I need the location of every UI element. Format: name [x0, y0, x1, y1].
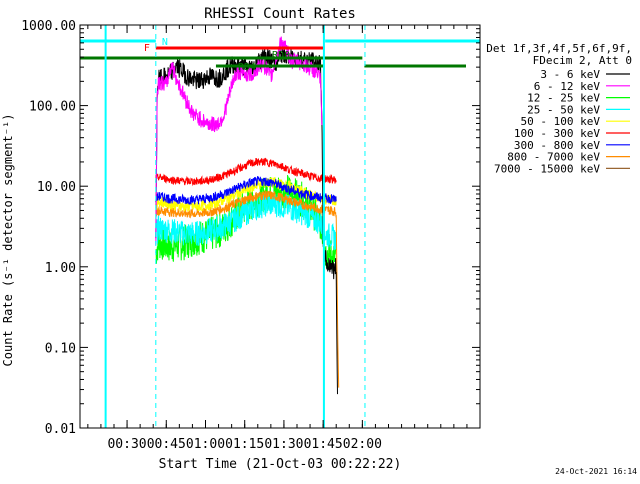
- legend-label-0: 3 - 6 keV: [540, 68, 600, 81]
- legend-label-1: 6 - 12 keV: [534, 80, 601, 93]
- series-line-3: [155, 191, 337, 251]
- y-tick-label-0: 1000.00: [21, 19, 76, 34]
- y-tick-label-5: 0.01: [45, 422, 76, 437]
- x-tick-label-1: 00:45: [147, 437, 186, 452]
- series-line-1: [155, 36, 323, 246]
- legend-label-2: 12 - 25 keV: [527, 92, 600, 105]
- x-tick-label-4: 01:30: [264, 437, 303, 452]
- series-line-6: [155, 176, 337, 205]
- x-tick-label-0: 00:30: [107, 437, 146, 452]
- legend: Det 1f,3f,4f,5f,6f,9f,FDecim 2, Att 03 -…: [486, 42, 632, 175]
- legend-label-5: 100 - 300 keV: [514, 127, 600, 140]
- rd4-bar-label: RD4: [238, 62, 256, 73]
- legend-label-6: 300 - 800 keV: [514, 139, 600, 152]
- x-tick-label-3: 01:15: [225, 437, 264, 452]
- footer-timestamp: 24-Oct-2021 16:14: [555, 467, 637, 476]
- series-line-5: [155, 157, 337, 187]
- rd0-bar-label: RD0: [272, 50, 290, 61]
- x-tick-label-6: 02:00: [343, 437, 382, 452]
- x-tick-label-5: 01:45: [304, 437, 343, 452]
- f-bar-label: F: [144, 43, 150, 54]
- series-line-7: [155, 190, 340, 388]
- x-tick-label-2: 01:00: [186, 437, 225, 452]
- y-tick-label-2: 10.00: [37, 180, 76, 195]
- series-line-4: [155, 176, 337, 212]
- plot-frame: [79, 24, 481, 429]
- legend-label-4: 50 - 100 keV: [521, 115, 601, 128]
- legend-header-1: FDecim 2, Att 0: [533, 54, 632, 67]
- legend-label-8: 7000 - 15000 keV: [494, 162, 600, 175]
- axes: 1000.00 100.00 10.00 1.00 0.10 0.01 00:30 00:45…: [21, 19, 481, 452]
- n-bar-label: N: [162, 37, 168, 48]
- legend-header-0: Det 1f,3f,4f,5f,6f,9f,: [486, 42, 632, 55]
- y-tick-label-3: 1.00: [45, 261, 76, 276]
- y-axis-label: Count Rate (s⁻¹ detector segment⁻¹): [1, 114, 15, 367]
- y-tick-label-4: 0.10: [45, 341, 76, 356]
- x-axis-label: Start Time (21-Oct-03 00:22:22): [159, 457, 402, 472]
- legend-label-3: 25 - 50 keV: [527, 103, 600, 116]
- y-tick-label-1: 100.00: [29, 100, 76, 115]
- plot-area: N F RD0 RD4: [80, 25, 480, 428]
- chart-title: RHESSI Count Rates: [204, 6, 356, 22]
- legend-label-7: 800 - 7000 keV: [507, 151, 600, 164]
